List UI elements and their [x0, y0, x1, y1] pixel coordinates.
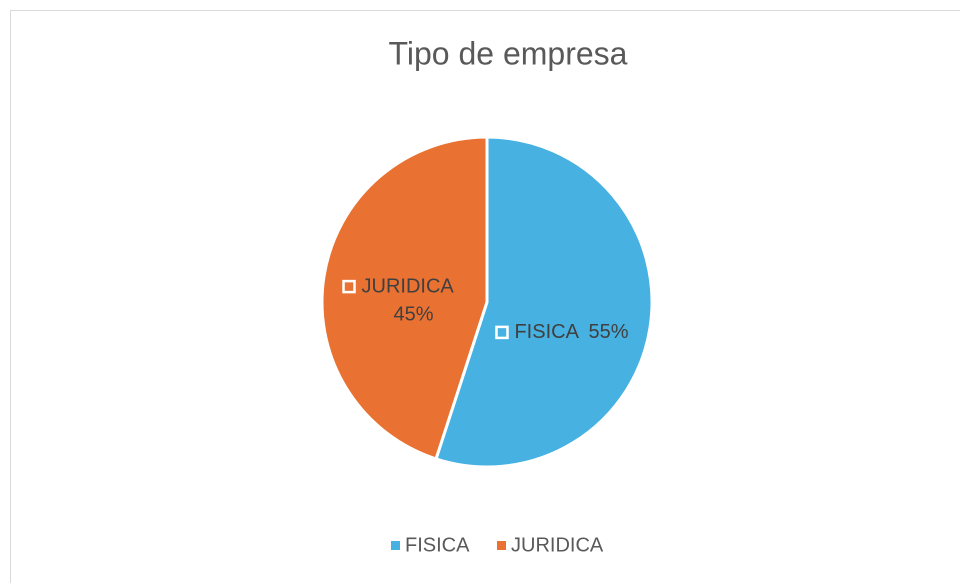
legend-swatch: [391, 541, 400, 550]
data-label-value: 45%: [394, 303, 434, 325]
data-label-category: FISICA: [514, 321, 579, 343]
legend-label: JURIDICA: [511, 534, 604, 556]
data-label-category: JURIDICA: [362, 275, 455, 297]
data-label-value: 55%: [588, 321, 628, 343]
legend-label: FISICA: [405, 534, 470, 556]
legend-swatch: [497, 541, 506, 550]
chart-title: Tipo de empresa: [389, 35, 628, 71]
